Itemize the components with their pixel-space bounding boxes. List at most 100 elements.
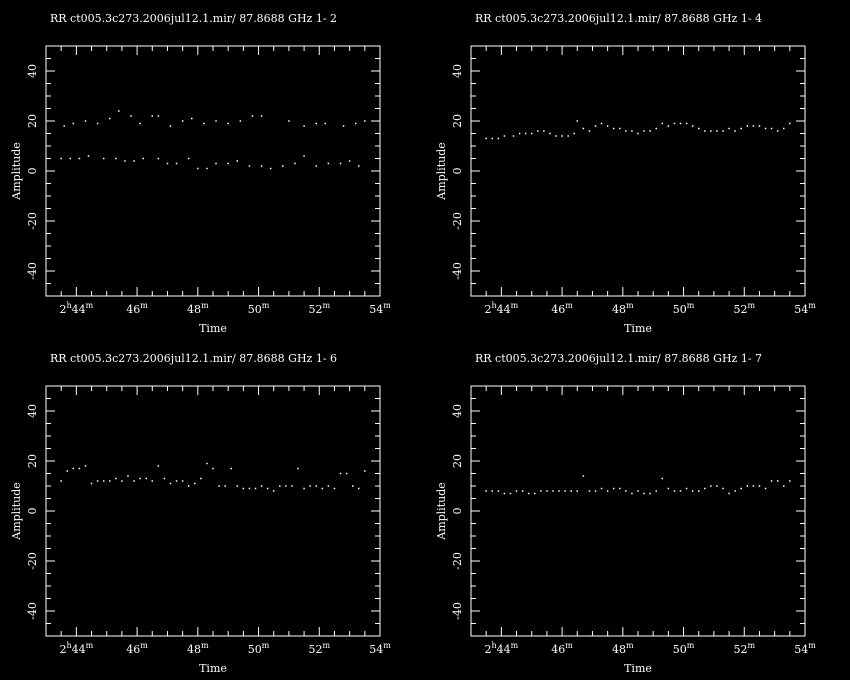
y-tick-label: 40 bbox=[26, 404, 39, 418]
data-point bbox=[655, 127, 657, 130]
data-point bbox=[96, 122, 99, 125]
data-point bbox=[582, 127, 585, 130]
data-point bbox=[588, 130, 591, 132]
y-tick-label: -20 bbox=[26, 212, 39, 230]
data-point bbox=[637, 132, 639, 135]
data-point bbox=[722, 130, 724, 132]
data-point bbox=[497, 490, 500, 492]
data-point bbox=[181, 120, 184, 122]
data-point bbox=[691, 490, 694, 492]
data-point bbox=[588, 490, 591, 492]
x-tick-label: 2h44m bbox=[484, 301, 518, 316]
data-point bbox=[625, 130, 627, 132]
y-tick-label: 20 bbox=[26, 454, 39, 468]
y-axis-label: Amplitude bbox=[435, 142, 448, 201]
y-tick-label: -40 bbox=[26, 262, 39, 280]
data-point bbox=[66, 470, 69, 472]
data-point bbox=[661, 477, 664, 480]
data-point bbox=[236, 160, 239, 162]
plot-panel-1-2: RR ct005.3c273.2006jul12.1.mir/ 87.8688 … bbox=[0, 0, 425, 340]
data-point bbox=[631, 492, 633, 495]
data-point bbox=[612, 487, 615, 490]
data-point bbox=[524, 132, 527, 135]
data-point bbox=[534, 492, 536, 495]
data-point bbox=[142, 157, 144, 160]
data-point bbox=[333, 487, 336, 490]
plot-panel-1-6: RR ct005.3c273.2006jul12.1.mir/ 87.8688 … bbox=[0, 340, 425, 680]
y-axis-label: Amplitude bbox=[10, 482, 23, 541]
data-point bbox=[606, 490, 609, 492]
y-tick-label: 40 bbox=[26, 64, 39, 78]
data-point bbox=[297, 467, 299, 470]
y-tick-label: 40 bbox=[451, 404, 464, 418]
data-point bbox=[722, 487, 724, 490]
data-point bbox=[673, 122, 676, 125]
y-tick-label: -40 bbox=[26, 602, 39, 620]
chart-1-2: RR ct005.3c273.2006jul12.1.mir/ 87.8688 … bbox=[10, 12, 391, 335]
data-point bbox=[200, 477, 202, 480]
data-point bbox=[582, 475, 585, 477]
data-point bbox=[118, 110, 120, 112]
data-point bbox=[124, 160, 126, 162]
x-axis-label: Time bbox=[199, 662, 227, 675]
data-point bbox=[345, 472, 348, 475]
data-point bbox=[60, 480, 62, 482]
data-point bbox=[102, 157, 105, 160]
data-point bbox=[212, 467, 214, 470]
data-point bbox=[72, 467, 75, 470]
data-point bbox=[236, 485, 239, 487]
data-point bbox=[555, 135, 557, 137]
chart-1-7: RR ct005.3c273.2006jul12.1.mir/ 87.8688 … bbox=[435, 352, 816, 675]
data-point bbox=[187, 485, 190, 487]
x-tick-label: 50m bbox=[673, 641, 695, 656]
y-tick-label: 0 bbox=[26, 168, 39, 175]
data-point bbox=[227, 122, 229, 125]
data-point bbox=[612, 127, 615, 130]
data-point bbox=[573, 132, 575, 135]
data-point bbox=[540, 490, 542, 492]
data-point bbox=[303, 125, 305, 127]
data-point bbox=[203, 122, 205, 125]
chart-1-4: RR ct005.3c273.2006jul12.1.mir/ 87.8688 … bbox=[435, 12, 816, 335]
y-tick-label: 0 bbox=[451, 168, 464, 175]
data-point bbox=[151, 115, 154, 117]
data-point bbox=[69, 157, 72, 160]
data-point bbox=[716, 130, 718, 132]
data-point bbox=[782, 127, 785, 130]
data-point bbox=[764, 127, 767, 130]
y-tick-label: 20 bbox=[451, 114, 464, 128]
data-point bbox=[503, 135, 506, 137]
data-point bbox=[84, 120, 87, 122]
plot-panel-1-4: RR ct005.3c273.2006jul12.1.mir/ 87.8688 … bbox=[425, 0, 850, 340]
x-tick-label: 48m bbox=[612, 641, 634, 656]
data-point bbox=[351, 485, 354, 487]
data-point bbox=[121, 480, 123, 482]
x-axis-label: Time bbox=[199, 322, 227, 335]
plot-frame bbox=[45, 45, 381, 297]
data-point bbox=[697, 127, 700, 130]
x-tick-label: 2h44m bbox=[59, 301, 93, 316]
data-point bbox=[685, 487, 688, 490]
data-point bbox=[269, 167, 272, 170]
data-point bbox=[685, 122, 688, 125]
x-tick-label: 54m bbox=[369, 641, 391, 656]
data-point bbox=[288, 120, 290, 122]
data-point bbox=[157, 115, 160, 117]
data-point bbox=[600, 487, 603, 490]
data-point bbox=[133, 160, 135, 162]
data-point bbox=[291, 485, 293, 487]
y-tick-label: 20 bbox=[451, 454, 464, 468]
data-point bbox=[324, 122, 327, 125]
data-point bbox=[782, 485, 785, 487]
data-point bbox=[78, 157, 81, 160]
data-point bbox=[315, 122, 317, 125]
x-tick-label: 46m bbox=[126, 301, 148, 316]
x-tick-label: 54m bbox=[369, 301, 391, 316]
data-point bbox=[667, 487, 670, 490]
data-point bbox=[175, 162, 178, 165]
data-point bbox=[348, 160, 351, 162]
data-point bbox=[667, 125, 670, 127]
data-point bbox=[115, 157, 117, 160]
data-point bbox=[206, 167, 208, 170]
data-point bbox=[364, 470, 366, 472]
